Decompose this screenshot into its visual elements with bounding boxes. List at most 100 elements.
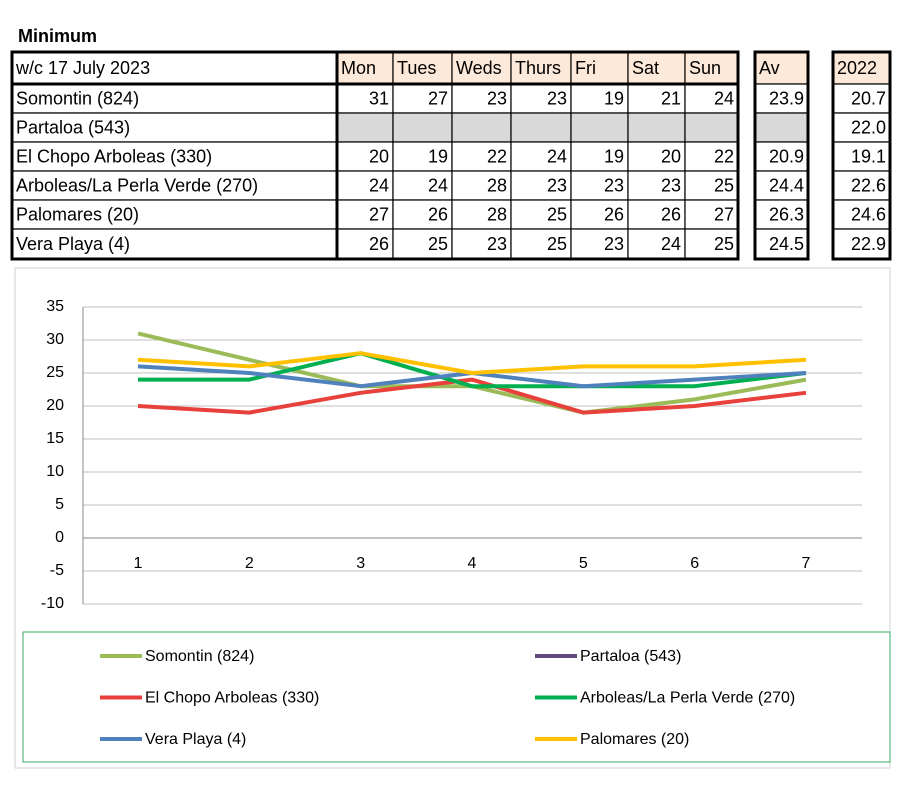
cell-text: 19.1 bbox=[851, 146, 886, 166]
cell-text: 20 bbox=[369, 146, 389, 166]
x-tick-label: 6 bbox=[690, 555, 699, 572]
cell-text: Vera Playa (4) bbox=[16, 234, 130, 254]
cell-text: 23 bbox=[487, 234, 507, 254]
table-cell bbox=[510, 112, 572, 143]
table-cell bbox=[627, 51, 686, 85]
x-tick-label: 2 bbox=[245, 555, 254, 572]
legend-label: Vera Playa (4) bbox=[145, 731, 246, 748]
header-cell-text: Fri bbox=[575, 58, 596, 78]
legend-label: Palomares (20) bbox=[580, 731, 689, 748]
cell-text: 26 bbox=[369, 234, 389, 254]
cell-text: 24 bbox=[714, 88, 734, 108]
y-tick-label: 30 bbox=[46, 331, 64, 348]
legend-box bbox=[22, 631, 891, 763]
table-cell bbox=[754, 83, 809, 114]
table-outline bbox=[831, 50, 892, 261]
table-cell bbox=[392, 141, 453, 172]
y-tick-label: 5 bbox=[55, 496, 64, 513]
x-tick-label: 4 bbox=[468, 555, 477, 572]
table-cell bbox=[570, 170, 629, 201]
cell-text: 21 bbox=[661, 88, 681, 108]
table-cell bbox=[684, 141, 739, 172]
cell-text: 28 bbox=[487, 175, 507, 195]
table-cell bbox=[627, 170, 686, 201]
table-cell bbox=[510, 199, 572, 230]
cell-text: 22.9 bbox=[851, 234, 886, 254]
table-cell bbox=[627, 112, 686, 143]
cell-text: 22 bbox=[487, 146, 507, 166]
header-cell-text: Sun bbox=[689, 58, 721, 78]
table-cell bbox=[451, 83, 512, 114]
cell-text: 26 bbox=[661, 204, 681, 224]
table-outline bbox=[753, 50, 810, 261]
cell-text: 25 bbox=[547, 234, 567, 254]
table-cell bbox=[451, 228, 512, 260]
cell-text: 28 bbox=[487, 204, 507, 224]
cell-text: El Chopo Arboleas (330) bbox=[16, 146, 212, 166]
header-cell-text: w/c 17 July 2023 bbox=[15, 58, 150, 78]
table-cell bbox=[684, 228, 739, 260]
y-tick-label: 35 bbox=[46, 298, 64, 315]
cell-text: 20.7 bbox=[851, 88, 886, 108]
cell-text: 23 bbox=[547, 175, 567, 195]
y-tick-label: -5 bbox=[50, 562, 64, 579]
cell-text: 27 bbox=[369, 204, 389, 224]
cell-text: 25 bbox=[547, 204, 567, 224]
cell-text: 25 bbox=[428, 234, 448, 254]
legend-label: El Chopo Arboleas (330) bbox=[145, 690, 319, 707]
x-tick-label: 5 bbox=[579, 555, 588, 572]
cell-text: 24 bbox=[428, 175, 448, 195]
cell-text: 27 bbox=[428, 88, 448, 108]
table-cell bbox=[392, 228, 453, 260]
table-cell bbox=[11, 51, 338, 85]
cell-text: 24 bbox=[547, 146, 567, 166]
cell-text: 26 bbox=[604, 204, 624, 224]
table-cell bbox=[570, 112, 629, 143]
header-cell-text: Sat bbox=[632, 58, 659, 78]
header-cell-text: 2022 bbox=[837, 58, 877, 78]
table-cell bbox=[451, 112, 512, 143]
cell-text: Partaloa (543) bbox=[16, 117, 130, 137]
cell-text: 24.5 bbox=[769, 234, 804, 254]
table-cell bbox=[451, 141, 512, 172]
legend-label: Somontin (824) bbox=[145, 648, 254, 665]
cell-text: 23 bbox=[604, 234, 624, 254]
x-tick-label: 3 bbox=[356, 555, 365, 572]
cell-text: 20.9 bbox=[769, 146, 804, 166]
table-cell bbox=[336, 170, 394, 201]
header-cell-text: Tues bbox=[397, 58, 436, 78]
x-tick-label: 1 bbox=[134, 555, 143, 572]
cell-text: 23 bbox=[487, 88, 507, 108]
y-tick-label: -10 bbox=[41, 595, 64, 612]
header-cell-text: Av bbox=[759, 58, 780, 78]
cell-text: 19 bbox=[428, 146, 448, 166]
table-cell bbox=[684, 170, 739, 201]
table-cell bbox=[754, 112, 809, 143]
header-cell-text: Weds bbox=[456, 58, 502, 78]
header-cell-text: Mon bbox=[341, 58, 376, 78]
table-cell bbox=[627, 228, 686, 260]
cell-text: 25 bbox=[714, 175, 734, 195]
table-cell bbox=[754, 141, 809, 172]
cell-text: 23 bbox=[604, 175, 624, 195]
y-tick-label: 25 bbox=[46, 364, 64, 381]
x-tick-label: 7 bbox=[802, 555, 811, 572]
table-cell bbox=[684, 112, 739, 143]
cell-text: 19 bbox=[604, 88, 624, 108]
cell-text: 27 bbox=[714, 204, 734, 224]
table-cell bbox=[336, 112, 394, 143]
cell-text: 23 bbox=[661, 175, 681, 195]
table-outline bbox=[10, 50, 740, 261]
table-cell bbox=[336, 228, 394, 260]
y-tick-label: 20 bbox=[46, 397, 64, 414]
table-cell bbox=[510, 228, 572, 260]
chart-frame bbox=[14, 267, 891, 769]
table-cell bbox=[832, 112, 891, 143]
cell-text: 31 bbox=[369, 88, 389, 108]
table-cell bbox=[832, 51, 891, 85]
cell-text: 26.3 bbox=[769, 204, 804, 224]
cell-text: 24.6 bbox=[851, 204, 886, 224]
legend-label: Partaloa (543) bbox=[580, 648, 681, 665]
header-cell-text: Thurs bbox=[515, 58, 561, 78]
